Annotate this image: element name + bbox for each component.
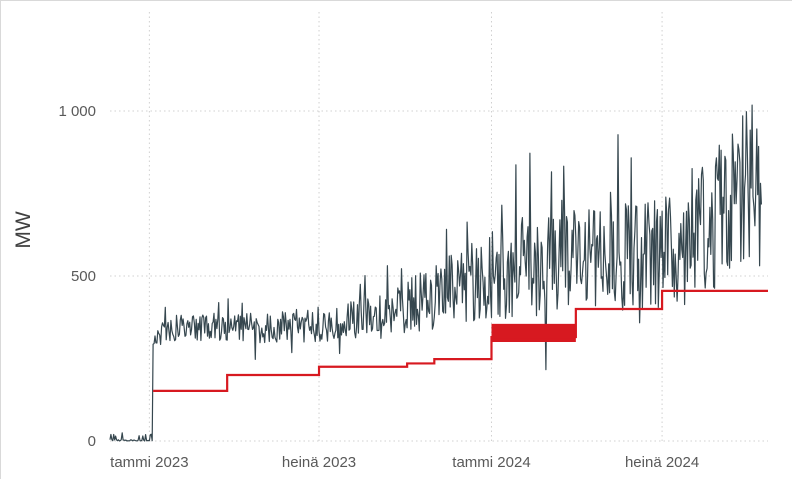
series-line-daily — [109, 104, 762, 442]
y-axis-label: MW — [12, 211, 35, 248]
x-tick-labels: tammi 2023 heinä 2023 tammi 2024 heinä 2024 — [110, 454, 699, 471]
y-tick-label: 500 — [71, 268, 96, 285]
y-tick-label: 1 000 — [58, 103, 96, 120]
y-tick-labels: 0 500 1 000 — [58, 103, 96, 450]
series-band — [491, 323, 576, 342]
x-tick-label: tammi 2024 — [452, 454, 530, 471]
x-tick-label: heinä 2024 — [625, 454, 699, 471]
series — [109, 104, 768, 442]
y-tick-label: 0 — [88, 433, 96, 450]
x-tick-label: heinä 2023 — [282, 454, 356, 471]
grid — [110, 12, 768, 442]
x-tick-label: tammi 2023 — [110, 454, 188, 471]
series-line-step — [153, 289, 768, 392]
